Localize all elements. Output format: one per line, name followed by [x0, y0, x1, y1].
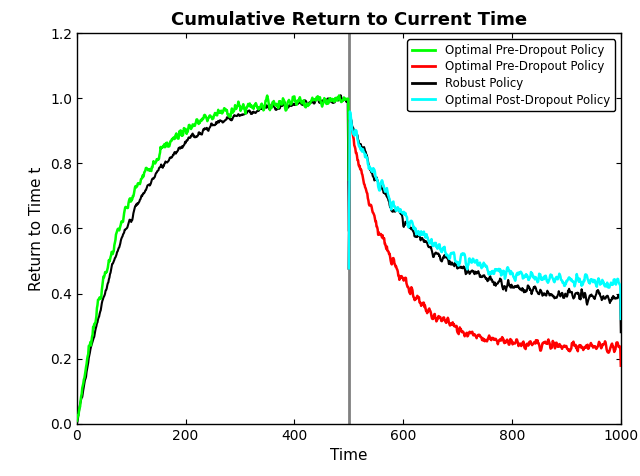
Y-axis label: Return to Time t: Return to Time t [29, 166, 44, 291]
Legend: Optimal Pre-Dropout Policy, Optimal Pre-Dropout Policy, Robust Policy, Optimal P: Optimal Pre-Dropout Policy, Optimal Pre-… [407, 39, 615, 111]
Title: Cumulative Return to Current Time: Cumulative Return to Current Time [171, 11, 527, 29]
X-axis label: Time: Time [330, 448, 367, 463]
